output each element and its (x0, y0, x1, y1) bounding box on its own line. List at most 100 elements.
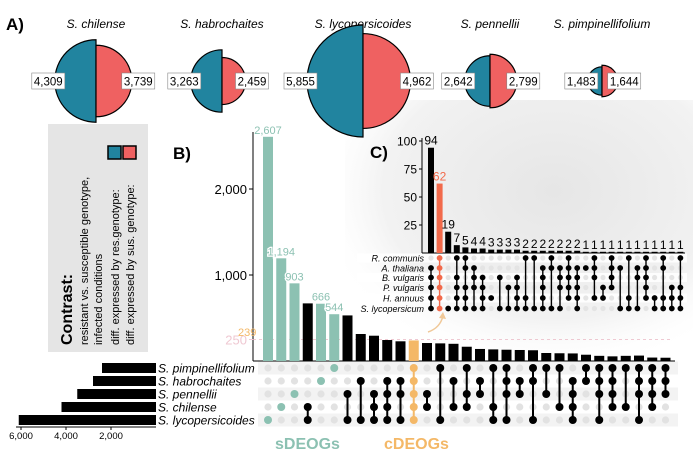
matrix-dot-filled (479, 305, 486, 312)
intersection-bar (475, 348, 485, 361)
matrix-row-band (357, 293, 687, 303)
matrix-dot-filled (428, 305, 434, 312)
resistant-count-box (283, 72, 318, 90)
matrix-dot-filled (595, 390, 604, 398)
matrix-dot-empty (669, 255, 675, 261)
matrix-dot-filled (600, 284, 606, 291)
matrix-dot-empty (449, 416, 458, 424)
matrix-dot-filled (502, 364, 511, 372)
intersection-bar (643, 251, 649, 253)
set-label: R. communis (371, 254, 424, 264)
intersection-bar (496, 249, 503, 253)
matrix-dot-empty (497, 265, 503, 271)
matrix-dot-empty (264, 364, 272, 372)
matrix-dot-filled (574, 284, 581, 291)
matrix-dot-filled (635, 377, 643, 385)
matrix-dot-filled (677, 255, 684, 261)
matrix-dot-filled (436, 255, 443, 261)
susceptible-count-box (121, 72, 156, 90)
matrix-dot-filled (625, 255, 632, 261)
matrix-row-band (357, 273, 687, 282)
bar-value-label: 903 (285, 271, 303, 283)
matrix-dot-empty (290, 403, 299, 411)
matrix-dot-empty (330, 377, 338, 385)
intersection-bar (539, 250, 546, 253)
matrix-dot-empty (505, 265, 511, 271)
matrix-dot-filled (651, 305, 658, 312)
matrix-dot-empty (669, 265, 675, 271)
intersection-bar (395, 341, 406, 361)
matrix-dot-filled (445, 305, 452, 312)
matrix-dot-filled (496, 305, 503, 312)
set-size-tick-label: 4,000 (54, 431, 78, 442)
matrix-dot-filled (428, 284, 434, 291)
matrix-dot-filled (668, 284, 675, 291)
intersection-bar (488, 349, 499, 361)
intersection-bar (541, 353, 552, 361)
matrix-dot-filled (383, 377, 392, 385)
matrix-dot-filled (634, 305, 641, 312)
legend-sus-label: diff. expressed by sus. genotype: (125, 184, 137, 345)
matrix-dot-filled (449, 403, 458, 411)
intersection-bar (600, 251, 606, 253)
bar-value-label: 2 (548, 237, 555, 251)
matrix-dot-empty (582, 403, 590, 411)
matrix-dot-filled (303, 403, 312, 411)
intersection-bar (581, 354, 591, 361)
species-title: S. chilense (67, 17, 126, 31)
matrix-dot-empty (582, 416, 590, 424)
bar-value-label: 1 (668, 238, 675, 252)
matrix-dot-filled (489, 403, 498, 411)
matrix-dot-filled (660, 295, 667, 301)
intersection-bar (565, 250, 572, 253)
matrix-dot-empty (583, 305, 589, 312)
matrix-dot-empty (514, 265, 520, 271)
matrix-dot-filled (565, 265, 572, 271)
intersection-bar (634, 251, 641, 253)
matrix-dot-empty (583, 295, 589, 301)
y-tick-label: 2,000 (214, 182, 247, 197)
set-label: H. annuus (383, 294, 425, 304)
matrix-dot-filled (625, 305, 632, 312)
intersection-bar (514, 249, 520, 253)
set-label: B. vulgaris (382, 273, 425, 283)
matrix-dot-filled (608, 274, 615, 281)
matrix-dot-filled (396, 390, 405, 398)
matrix-dot-filled (651, 295, 658, 301)
matrix-dot-filled (634, 274, 641, 281)
matrix-dot-filled (502, 377, 511, 385)
set-label: P. vulgaris (383, 283, 424, 293)
matrix-dot-filled (423, 403, 431, 411)
bar-value-label: 1 (608, 238, 615, 252)
matrix-dot-empty (370, 377, 378, 385)
matrix-dot-empty (488, 265, 494, 271)
intersection-bar (582, 251, 589, 253)
matrix-dot-filled (608, 265, 615, 271)
set-size-bar (18, 415, 156, 425)
matrix-dot-filled (548, 305, 555, 312)
matrix-dot-filled (462, 364, 471, 372)
set-size-tick-label: 2,000 (99, 431, 123, 442)
matrix-dot-empty (497, 255, 503, 261)
matrix-dot-empty (569, 364, 577, 372)
matrix-dot-filled (330, 364, 339, 372)
susceptible-count: 2,459 (238, 77, 267, 89)
matrix-dot-filled (565, 274, 572, 281)
matrix-dot-filled (462, 255, 469, 261)
matrix-dot-filled (343, 416, 352, 424)
matrix-dot-filled (317, 377, 325, 385)
matrix-dot-empty (423, 364, 431, 372)
y-tick-label: 25 (404, 219, 418, 233)
resistant-count-box (564, 72, 599, 90)
matrix-dot-empty (330, 390, 338, 398)
matrix-dot-filled (600, 295, 606, 301)
matrix-dot-empty (476, 403, 484, 411)
matrix-dot-empty (652, 284, 658, 291)
matrix-dot-empty (514, 255, 520, 261)
matrix-dot-empty (600, 255, 606, 261)
matrix-dot-empty (516, 416, 524, 424)
bar-value-label: 2 (574, 237, 581, 251)
matrix-dot-filled (661, 390, 670, 398)
matrix-dot-empty (423, 416, 431, 424)
